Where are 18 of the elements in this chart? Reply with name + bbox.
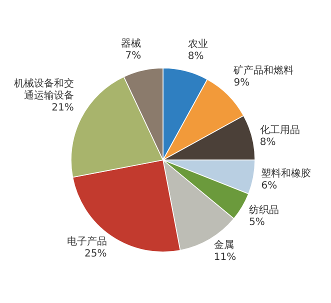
data-label: 7% — [125, 50, 142, 62]
slice-label: 矿产品和燃料 — [232, 64, 294, 76]
slice-label: 电子产品 — [66, 236, 107, 248]
data-label: 5% — [249, 216, 265, 228]
data-label: 21% — [52, 102, 74, 114]
data-label: 6% — [261, 180, 278, 192]
data-label: 8% — [188, 51, 204, 62]
slice-label: 农业 — [188, 38, 208, 50]
slice-label: 金属 — [214, 239, 234, 252]
slice-label: 塑料和橡胶 — [261, 168, 312, 180]
slice-label: 机械设备和交通运输设备 — [14, 78, 74, 102]
data-label: 25% — [84, 248, 107, 260]
slice-label: 化工用品 — [260, 124, 300, 136]
data-label: 8% — [260, 137, 276, 148]
data-label: 11% — [214, 252, 236, 264]
slice-label: 器械 — [121, 37, 142, 50]
slice-label: 纺织品 — [249, 204, 280, 216]
data-label: 9% — [234, 77, 250, 88]
